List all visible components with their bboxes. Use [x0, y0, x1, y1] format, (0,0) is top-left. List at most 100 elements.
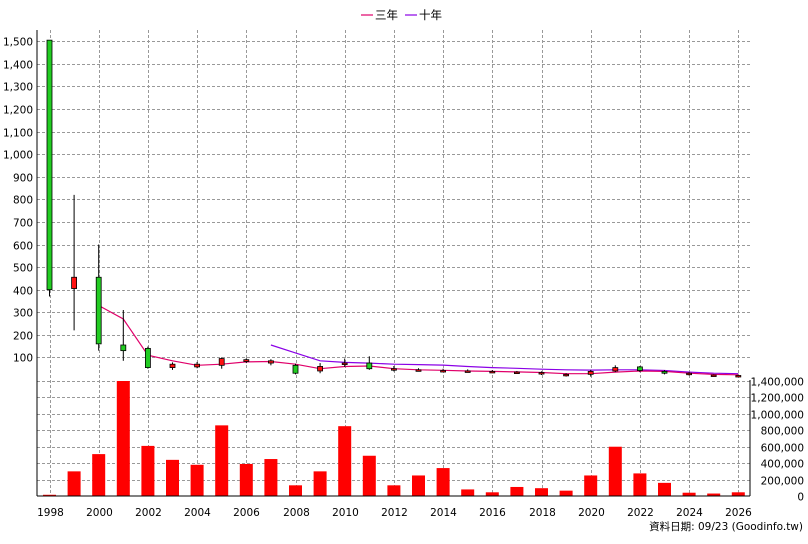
- volume-tick-label: 1,200,000: [751, 393, 804, 405]
- candle-body-down: [194, 363, 201, 368]
- price-axis-ticks: 100 200 300 400 500 600 700 800 900 1,000 1,100 1,2…: [3, 37, 33, 365]
- x-tick-label: 2002: [135, 507, 162, 519]
- candle-body-down: [686, 372, 692, 376]
- candle-body-down: [317, 366, 324, 372]
- x-tick-label: 2014: [430, 507, 457, 519]
- x-tick-label: 2020: [578, 507, 605, 519]
- volume-bar: [387, 485, 401, 496]
- x-tick-label: 2006: [233, 507, 260, 519]
- candle-body-down: [415, 369, 422, 372]
- x-tick-label: 2022: [627, 507, 654, 519]
- volume-tick-label: 1,000,000: [751, 410, 804, 422]
- volume-bar: [731, 492, 745, 496]
- volume-bar: [658, 482, 671, 496]
- volume-bar: [190, 464, 204, 496]
- candle-body-up: [661, 371, 668, 374]
- volume-bar: [43, 494, 56, 496]
- price-tick-label: 1,200: [3, 105, 33, 117]
- volume-bar: [412, 475, 425, 496]
- volume-tick-label: 600,000: [761, 443, 804, 455]
- volume-bar: [166, 459, 179, 496]
- candle-body-up: [95, 276, 102, 345]
- legend-label-10y: 十年: [419, 8, 442, 22]
- price-tick-label: 1,300: [3, 82, 33, 94]
- x-tick-label: 2024: [676, 507, 703, 519]
- price-tick-label: 1,400: [3, 60, 33, 72]
- price-tick-label: 800: [13, 195, 33, 207]
- volume-bar: [264, 459, 278, 496]
- price-tick-label: 1,000: [3, 150, 33, 162]
- volume-tick-label: 1,400,000: [751, 377, 804, 389]
- candle-body-down: [489, 371, 496, 374]
- candle-body-down: [563, 373, 569, 377]
- candle-body-down: [341, 362, 348, 365]
- candlesticks: [46, 39, 742, 378]
- volume-axis-ticks: 0 200,000 400,000 600,000 800,000 1,000,000 1,…: [751, 377, 804, 504]
- price-tick-label: 1,500: [3, 37, 33, 49]
- candle-body-down: [169, 363, 176, 368]
- x-axis-ticks: 1998 2000 2002 2004 2006 2008 2010 2012 2014 2016…: [37, 507, 752, 519]
- candle-body-up: [144, 347, 151, 368]
- volume-tick-label: 800,000: [761, 426, 804, 438]
- volume-tick-label: 200,000: [761, 476, 804, 488]
- volume-bar: [116, 381, 130, 496]
- x-tick-label: 2012: [381, 507, 408, 519]
- x-tick-label: 2018: [529, 507, 556, 519]
- candle-body-down: [440, 370, 447, 373]
- candle-body-down: [267, 360, 274, 364]
- volume-bar: [338, 426, 352, 496]
- candle-body-down: [514, 371, 520, 374]
- volume-bar: [141, 445, 155, 496]
- x-tick-label: 2016: [479, 507, 506, 519]
- candle-body-down: [710, 374, 717, 377]
- volume-bar: [510, 486, 524, 496]
- volume-bar: [608, 446, 622, 496]
- x-tick-label: 2026: [725, 507, 752, 519]
- volume-bar: [633, 473, 647, 496]
- volume-bar: [313, 471, 327, 496]
- legend-label-3y: 三年: [375, 8, 398, 22]
- x-tick-label: 2004: [184, 507, 211, 519]
- x-tick-label: 2008: [283, 507, 310, 519]
- x-tick-label: 2000: [86, 507, 113, 519]
- candle-body-down: [538, 372, 545, 375]
- volume-bar: [461, 489, 475, 496]
- volume-bar: [535, 488, 548, 496]
- volume-bar: [707, 493, 721, 496]
- volume-grid: [37, 381, 750, 481]
- volume-bar: [485, 492, 499, 496]
- candle-body-down: [71, 276, 77, 289]
- candle-body-down: [612, 367, 619, 372]
- source-note: 資料日期: 09/23 (Goodinfo.tw): [649, 520, 803, 533]
- volume-bars: [43, 381, 745, 496]
- price-tick-label: 400: [13, 286, 33, 298]
- volume-bar: [92, 454, 106, 496]
- candle-body-down: [464, 370, 471, 373]
- price-tick-label: 600: [13, 241, 33, 253]
- candle-body-down: [390, 368, 397, 371]
- price-tick-label: 500: [13, 263, 33, 275]
- candle-body-up: [46, 39, 53, 291]
- x-tick-label: 2010: [332, 507, 359, 519]
- price-tick-label: 300: [13, 308, 33, 320]
- volume-tick-label: 0: [797, 492, 804, 504]
- volume-bar: [239, 463, 253, 496]
- price-tick-label: 1,100: [3, 128, 33, 140]
- candle-body-down: [735, 375, 742, 378]
- volume-bar: [362, 455, 376, 496]
- legend: 三年 十年: [361, 8, 442, 22]
- candle-body-down: [243, 359, 250, 362]
- candle-body-down: [587, 371, 594, 375]
- volume-bar: [584, 475, 598, 496]
- candle-body-up: [120, 344, 127, 352]
- ma-10y-line: [270, 344, 739, 375]
- price-tick-label: 900: [13, 173, 33, 185]
- volume-tick-label: 400,000: [761, 459, 804, 471]
- x-tick-label: 1998: [37, 507, 64, 519]
- price-tick-label: 200: [13, 331, 33, 343]
- price-tick-label: 700: [13, 218, 33, 230]
- volume-bar: [436, 468, 450, 496]
